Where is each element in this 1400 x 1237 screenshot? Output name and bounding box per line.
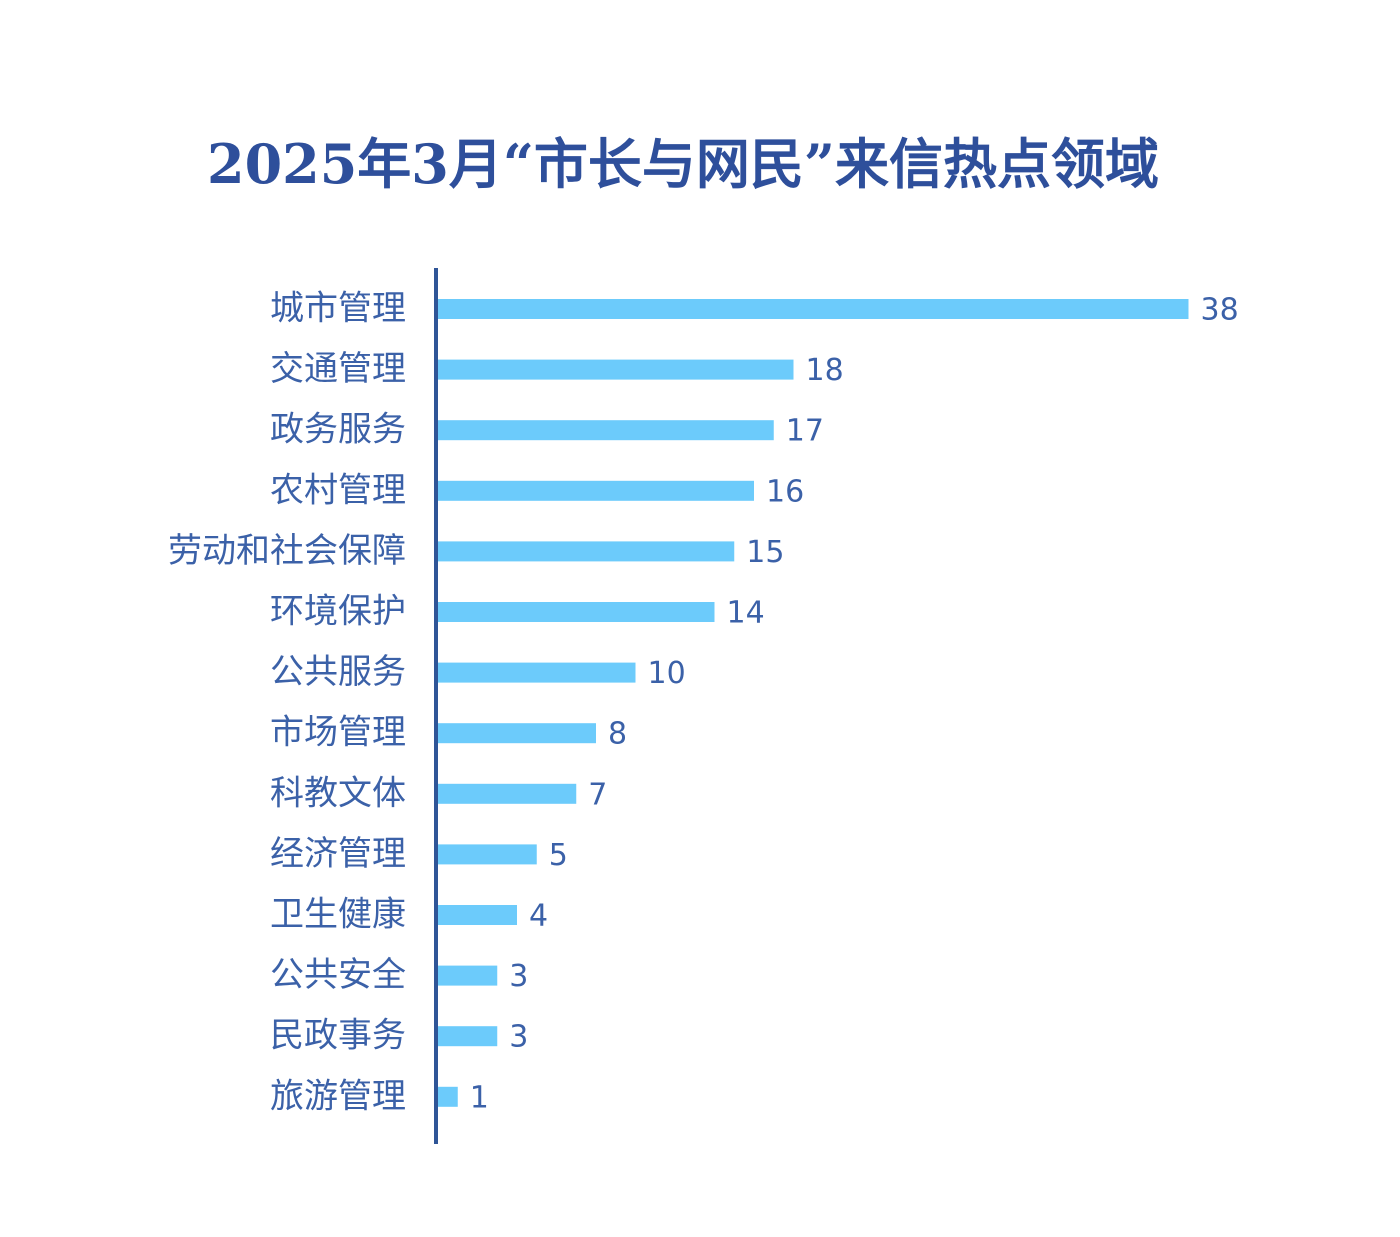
category-label: 农村管理 [270,470,406,510]
value-label: 16 [766,474,804,509]
category-label: 环境保护 [270,592,406,632]
value-label: 3 [509,959,528,994]
value-label: 5 [549,838,568,873]
value-label: 8 [608,717,627,752]
value-label: 3 [509,1020,528,1055]
bar [438,480,754,501]
value-label: 18 [806,353,844,388]
bars-layer [438,299,1189,1107]
category-label: 公共服务 [270,652,406,692]
bar [438,965,498,986]
bar [438,662,636,683]
value-label: 15 [746,535,784,570]
category-label: 科教文体 [270,773,406,813]
bar [438,541,735,562]
bar [438,1086,458,1107]
category-label: 劳动和社会保障 [168,531,406,571]
category-label: 卫生健康 [270,895,406,935]
category-label: 城市管理 [270,289,406,329]
chart-title: 2025年3月“市长与网民”来信热点领域 [207,132,1159,196]
bar [438,783,577,804]
value-label: 14 [727,596,765,631]
category-label: 民政事务 [270,1016,406,1056]
bar [438,1026,498,1047]
bar [438,905,517,925]
bar [438,420,774,441]
bar [438,299,1189,319]
bar [438,844,537,865]
value-label: 38 [1201,293,1239,328]
category-label: 政务服务 [270,410,406,450]
category-label: 经济管理 [270,834,406,874]
category-label: 旅游管理 [270,1076,406,1116]
bar [438,602,715,622]
category-label: 市场管理 [270,713,406,753]
value-label: 17 [786,414,824,449]
value-label: 7 [588,777,607,812]
bar [438,359,794,380]
value-label: 1 [470,1080,489,1115]
category-label: 交通管理 [270,349,406,389]
value-label: 4 [529,899,548,934]
value-label: 10 [648,656,686,691]
category-label: 公共安全 [270,955,406,995]
bar [438,723,596,744]
